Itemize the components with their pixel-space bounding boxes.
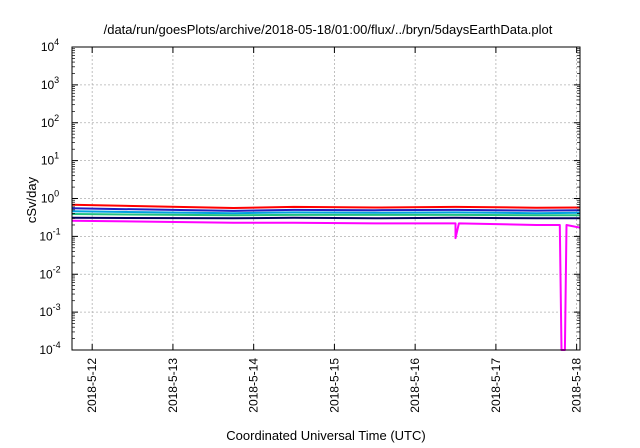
y-tick-label: 10-3 — [39, 302, 60, 319]
x-axis-label: Coordinated Universal Time (UTC) — [226, 428, 425, 443]
series-line-5 — [71, 216, 580, 220]
y-tick-label: 10-2 — [39, 264, 60, 281]
y-axis-label: cSv/day — [24, 176, 39, 223]
y-tick-label: 104 — [41, 37, 59, 54]
series-line-1 — [71, 203, 581, 209]
x-tick-label: 2018-5-14 — [247, 358, 261, 413]
y-tick-label: 10-1 — [39, 226, 60, 243]
grid — [72, 47, 580, 350]
x-tick-label: 2018-5-13 — [166, 358, 180, 413]
x-tick-label: 2018-5-15 — [327, 358, 341, 413]
y-tick-label: 10-4 — [39, 340, 60, 357]
series-layer — [71, 203, 581, 351]
chart-title: /data/run/goesPlots/archive/2018-05-18/0… — [104, 22, 553, 37]
series-line-2 — [71, 207, 581, 212]
y-tick-label: 102 — [41, 113, 59, 130]
y-tick-label: 101 — [41, 151, 59, 168]
y-tick-label: 103 — [41, 75, 59, 92]
ticks: 10-4 10-3 10-2 10-1 100 101 102 103 104 2018-5-12… — [39, 37, 583, 413]
series-line-3 — [71, 210, 581, 215]
series-line-4 — [71, 213, 580, 217]
series-line-6 — [71, 219, 581, 351]
x-tick-label: 2018-5-18 — [570, 358, 584, 413]
x-tick-label: 2018-5-12 — [85, 358, 99, 413]
x-tick-label: 2018-5-17 — [489, 358, 503, 413]
y-tick-label: 100 — [41, 189, 59, 206]
x-tick-label: 2018-5-16 — [408, 358, 422, 413]
